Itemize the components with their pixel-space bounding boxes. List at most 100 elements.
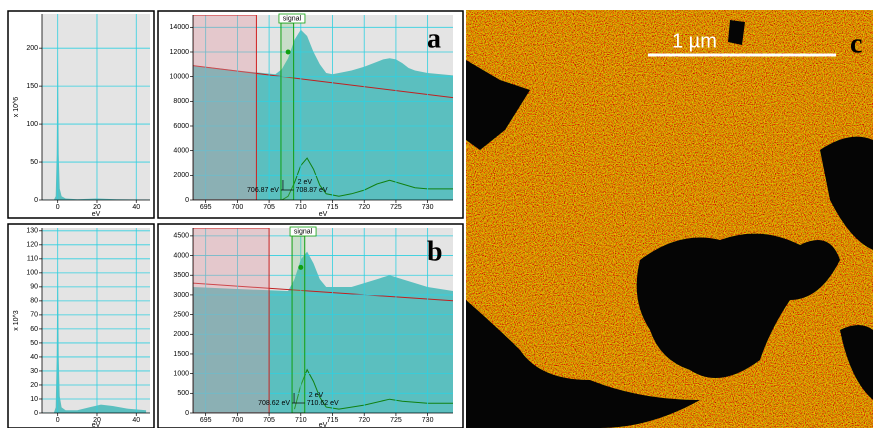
y-tick-label: 70 xyxy=(30,312,38,319)
x-tick-label: 730 xyxy=(422,204,434,211)
x-tick-label: 20 xyxy=(93,204,101,211)
signal-window xyxy=(291,235,306,413)
x-tick-label: 700 xyxy=(232,417,244,424)
x-tick-label: 20 xyxy=(93,417,101,424)
spectrum-line xyxy=(281,157,453,200)
map-image: 1 µm c xyxy=(466,10,873,428)
y-tick-label: 2000 xyxy=(173,172,189,179)
y-tick-label: 4500 xyxy=(173,233,189,240)
background-window xyxy=(193,15,257,200)
y-tick-label: 14000 xyxy=(170,24,190,31)
spectrum-area xyxy=(193,29,453,200)
signal-label: signal xyxy=(283,15,302,22)
annotation: 710.62 eV xyxy=(307,400,339,407)
marker xyxy=(298,264,304,270)
y-tick-label: 3000 xyxy=(173,292,189,299)
y-tick-label: 0 xyxy=(34,197,38,204)
panel-label: a xyxy=(427,23,441,54)
spectrum-line xyxy=(193,65,453,99)
signal-window xyxy=(280,22,295,200)
x-tick-label: 725 xyxy=(390,417,402,424)
signal-label: signal xyxy=(294,228,313,235)
plot-content xyxy=(42,228,150,413)
y-tick-label: 1000 xyxy=(173,370,189,377)
y-tick-label: 4000 xyxy=(173,148,189,155)
y-tick-label: 0 xyxy=(185,197,189,204)
plot-content xyxy=(193,228,453,413)
x-axis-label: eV xyxy=(319,211,328,218)
x-tick-label: 705 xyxy=(263,417,275,424)
x-tick-label: 715 xyxy=(327,417,339,424)
dark-region xyxy=(820,136,873,250)
y-tick-label: 90 xyxy=(30,284,38,291)
plot-content xyxy=(42,14,150,200)
x-tick-label: 700 xyxy=(232,204,244,211)
x-tick-label: 720 xyxy=(358,204,370,211)
x-tick-label: 720 xyxy=(358,417,370,424)
y-tick-label: 120 xyxy=(26,242,38,249)
y-axis-label: x 10^6 xyxy=(13,97,20,118)
x-tick-label: 695 xyxy=(200,204,212,211)
y-tick-label: 6000 xyxy=(173,123,189,130)
x-tick-label: 730 xyxy=(422,417,434,424)
plot-area xyxy=(42,14,150,200)
y-tick-label: 30 xyxy=(30,368,38,375)
y-tick-label: 2500 xyxy=(173,311,189,318)
y-tick-label: 500 xyxy=(177,390,189,397)
panel-label: c xyxy=(850,28,862,59)
y-tick-label: 12000 xyxy=(170,49,190,56)
y-tick-label: 20 xyxy=(30,382,38,389)
scale-bar-label: 1 µm xyxy=(672,30,717,52)
dark-region xyxy=(466,300,700,428)
y-tick-label: 0 xyxy=(34,410,38,417)
x-tick-label: 40 xyxy=(132,417,140,424)
y-tick-label: 100 xyxy=(26,270,38,277)
y-tick-label: 10000 xyxy=(170,74,190,81)
x-tick-label: 710 xyxy=(295,204,307,211)
dark-region xyxy=(728,20,745,45)
x-tick-label: 40 xyxy=(132,204,140,211)
spectrum-area xyxy=(193,251,453,413)
annotation: 2 eV xyxy=(298,179,313,186)
signal-tag xyxy=(289,226,317,237)
x-axis-label: eV xyxy=(92,422,101,428)
spectrum-line xyxy=(193,282,453,302)
dark-region xyxy=(840,325,873,400)
panel-label: b xyxy=(427,236,443,267)
y-tick-label: 50 xyxy=(30,159,38,166)
x-tick-label: 710 xyxy=(295,417,307,424)
y-tick-label: 100 xyxy=(26,121,38,128)
y-tick-label: 80 xyxy=(30,298,38,305)
y-tick-label: 0 xyxy=(185,410,189,417)
x-axis-label: eV xyxy=(92,211,101,218)
y-tick-label: 2000 xyxy=(173,331,189,338)
marker xyxy=(285,49,291,55)
y-tick-label: 40 xyxy=(30,354,38,361)
x-tick-label: 705 xyxy=(263,204,275,211)
x-tick-label: 0 xyxy=(56,417,60,424)
y-tick-label: 8000 xyxy=(173,98,189,105)
y-tick-label: 4000 xyxy=(173,252,189,259)
y-tick-label: 60 xyxy=(30,326,38,333)
x-tick-label: 695 xyxy=(200,417,212,424)
x-tick-label: 715 xyxy=(327,204,339,211)
y-axis-label: x 10^3 xyxy=(13,310,20,331)
background-window xyxy=(193,228,270,413)
x-axis-label: eV xyxy=(319,422,328,428)
x-tick-label: 725 xyxy=(390,204,402,211)
signal-tag xyxy=(278,13,306,24)
plot-content xyxy=(193,15,453,200)
y-tick-label: 50 xyxy=(30,340,38,347)
annotation: 708.62 eV xyxy=(258,400,290,407)
annotation: 2 eV xyxy=(309,392,324,399)
annotation: 708.87 eV xyxy=(296,187,328,194)
y-tick-label: 3500 xyxy=(173,272,189,279)
y-tick-label: 110 xyxy=(27,256,38,263)
y-tick-label: 10 xyxy=(30,396,38,403)
dark-region xyxy=(466,60,530,150)
y-tick-label: 200 xyxy=(26,45,38,52)
annotation: 706.87 eV xyxy=(247,187,279,194)
